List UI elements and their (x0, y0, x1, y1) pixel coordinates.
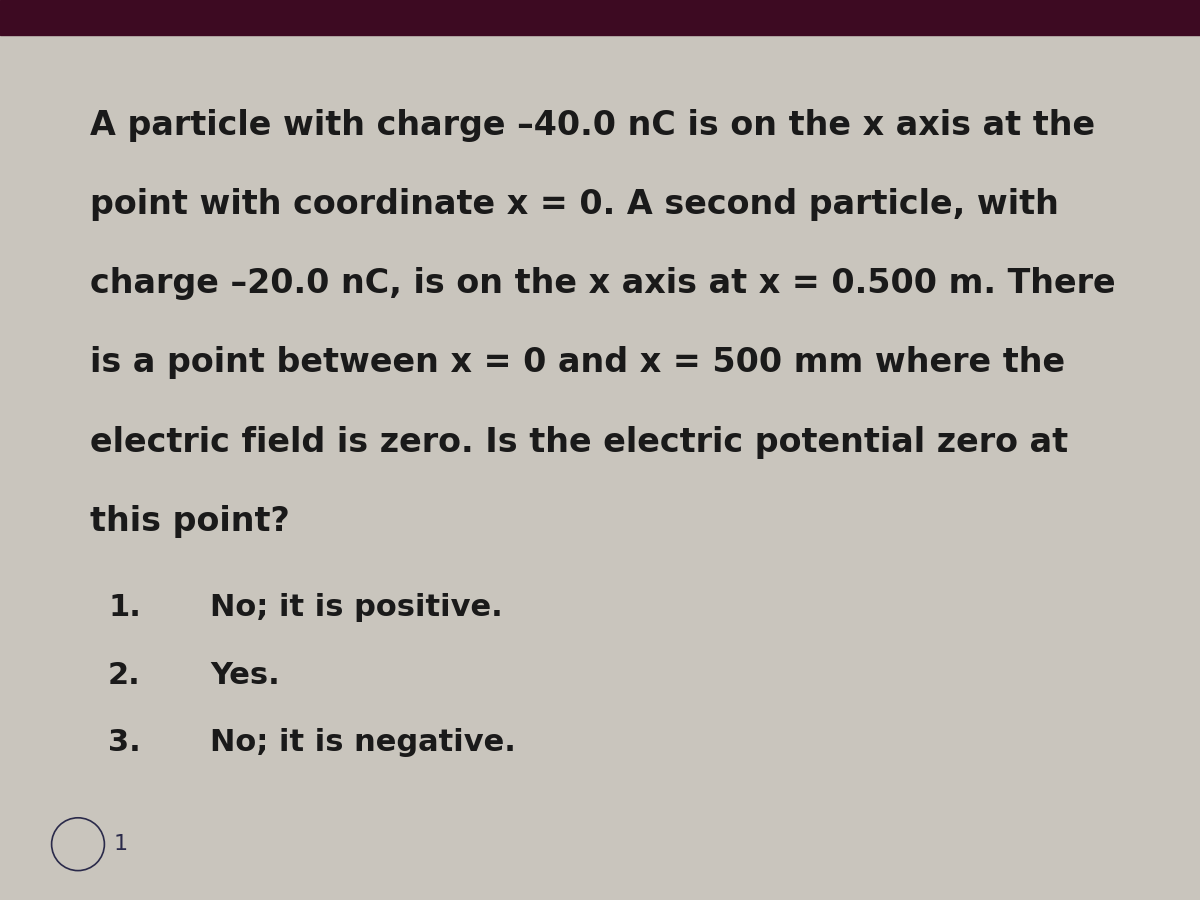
Text: Yes.: Yes. (210, 661, 280, 689)
Text: No; it is negative.: No; it is negative. (210, 728, 516, 757)
Text: point with coordinate x = 0. A second particle, with: point with coordinate x = 0. A second pa… (90, 188, 1058, 221)
Text: 1: 1 (114, 834, 128, 854)
Text: A particle with charge –40.0 nC is on the x axis at the: A particle with charge –40.0 nC is on th… (90, 109, 1096, 142)
Text: 3.: 3. (108, 728, 140, 757)
Text: 2.: 2. (108, 661, 140, 689)
Text: 1.: 1. (108, 593, 140, 622)
Bar (0, 0, 1200, 35)
Text: is a point between x = 0 and x = 500 mm where the: is a point between x = 0 and x = 500 mm … (90, 346, 1066, 380)
Text: this point?: this point? (90, 505, 289, 538)
Text: charge –20.0 nC, is on the x axis at x = 0.500 m. There: charge –20.0 nC, is on the x axis at x =… (90, 267, 1116, 301)
Text: No; it is positive.: No; it is positive. (210, 593, 503, 622)
Text: electric field is zero. Is the electric potential zero at: electric field is zero. Is the electric … (90, 426, 1068, 459)
